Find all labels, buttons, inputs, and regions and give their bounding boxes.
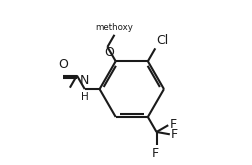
Text: F: F <box>171 128 178 141</box>
Text: O: O <box>104 46 114 59</box>
Text: N: N <box>80 74 89 87</box>
Text: O: O <box>58 58 68 71</box>
Text: Cl: Cl <box>156 34 169 47</box>
Text: H: H <box>81 92 88 102</box>
Text: methoxy: methoxy <box>96 23 133 32</box>
Text: F: F <box>152 147 159 160</box>
Text: F: F <box>170 118 177 131</box>
